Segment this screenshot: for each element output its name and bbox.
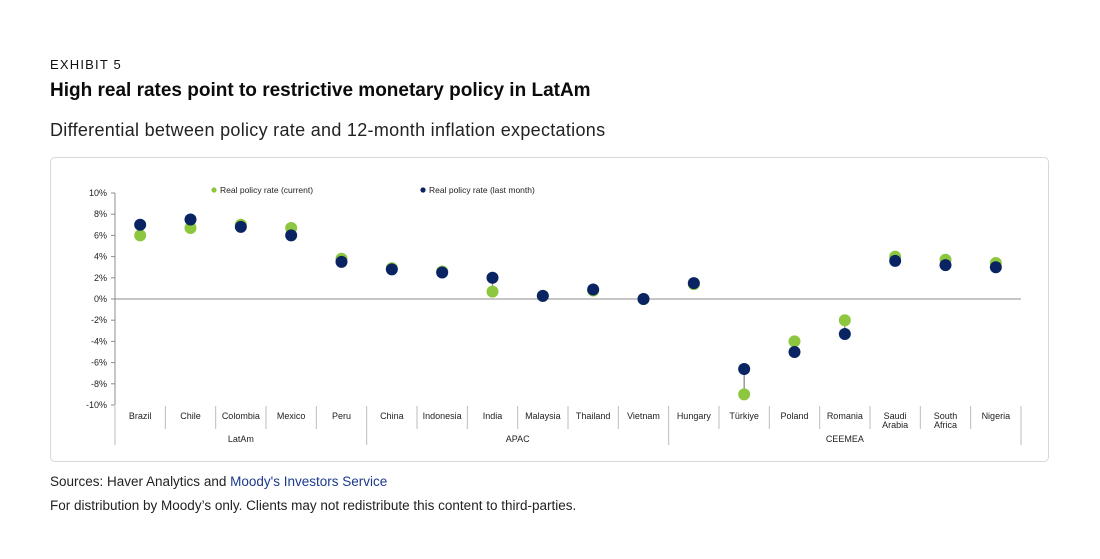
point-last-month [285,229,298,242]
x-tick-label: Africa [934,420,957,430]
x-tick-label: Colombia [222,411,260,421]
point-current [184,221,197,234]
point-last-month [385,263,398,276]
y-tick-label: 4% [94,252,107,262]
chart-svg: 10% 8% 6% 4% 2% 0% -2% -4% -6% -8% -10% Brazil Chile… [86,185,1022,445]
group-label: CEEMEA [826,434,864,444]
point-last-month [587,283,600,296]
y-tick-label: -6% [91,358,107,368]
exhibit-label: EXHIBIT 5 [50,57,122,72]
y-tick-label: -10% [86,400,107,410]
x-tick-label: Nigeria [982,411,1011,421]
point-last-month [335,255,348,268]
legend-marker-current [211,187,217,193]
point-last-month [536,289,549,302]
point-current [738,388,751,401]
chart-container: 10% 8% 6% 4% 2% 0% -2% -4% -6% -8% -10% Brazil Chile… [50,157,1049,462]
y-tick-label: -8% [91,379,107,389]
x-tick-label: Thailand [576,411,611,421]
point-last-month [687,277,700,290]
point-last-month [738,362,751,375]
x-tick-label: South [934,411,958,421]
x-tick-label: Romania [827,411,863,421]
x-tick-label: Vietnam [627,411,660,421]
point-last-month [486,271,499,284]
x-tick-label: India [483,411,503,421]
x-tick-label: Mexico [277,411,306,421]
y-tick-label: 0% [94,294,107,304]
x-tick-label: Saudi [884,411,907,421]
y-tick-label: 2% [94,273,107,283]
point-last-month [838,327,851,340]
y-tick-label: 8% [94,209,107,219]
x-tick-label: Brazil [129,411,152,421]
chart-subtitle: Differential between policy rate and 12-… [50,120,606,140]
x-tick-label: Hungary [677,411,712,421]
group-label: APAC [506,434,530,444]
point-last-month [939,259,952,272]
x-tick-label: Arabia [882,420,908,430]
point-last-month [989,261,1002,274]
source-link[interactable]: Moody's Investors Service [230,474,388,489]
point-last-month [436,266,449,279]
legend-label-last-month: Real policy rate (last month) [429,185,535,195]
point-last-month [889,254,902,267]
point-current [486,285,499,298]
legend-label-current: Real policy rate (current) [220,185,313,195]
source-prefix: Sources: Haver Analytics and [50,474,231,489]
y-tick-label: -2% [91,315,107,325]
point-last-month [134,218,147,231]
point-last-month [234,220,247,233]
y-tick-label: 6% [94,230,107,240]
x-tick-label: China [380,411,404,421]
point-current [134,229,147,242]
x-tick-label: Indonesia [423,411,462,421]
y-tick-label: 10% [89,188,107,198]
point-current [788,335,801,348]
x-tick-label: Türkiye [729,411,759,421]
x-tick-label: Chile [180,411,201,421]
point-last-month [788,346,801,358]
x-tick-label: Malaysia [525,411,561,421]
x-tick-label: Peru [332,411,351,421]
source-note: Sources: Haver Analytics and Moody's Inv… [50,474,387,489]
chart-title: High real rates point to restrictive mon… [50,80,591,101]
y-tick-label: -4% [91,336,107,346]
point-last-month [637,293,650,305]
group-label: LatAm [228,434,254,444]
x-tick-label: Poland [780,411,808,421]
point-current [838,314,851,327]
point-last-month [184,213,197,226]
legend-marker-last-month [420,187,426,193]
disclaimer: For distribution by Moody’s only. Client… [50,498,577,513]
